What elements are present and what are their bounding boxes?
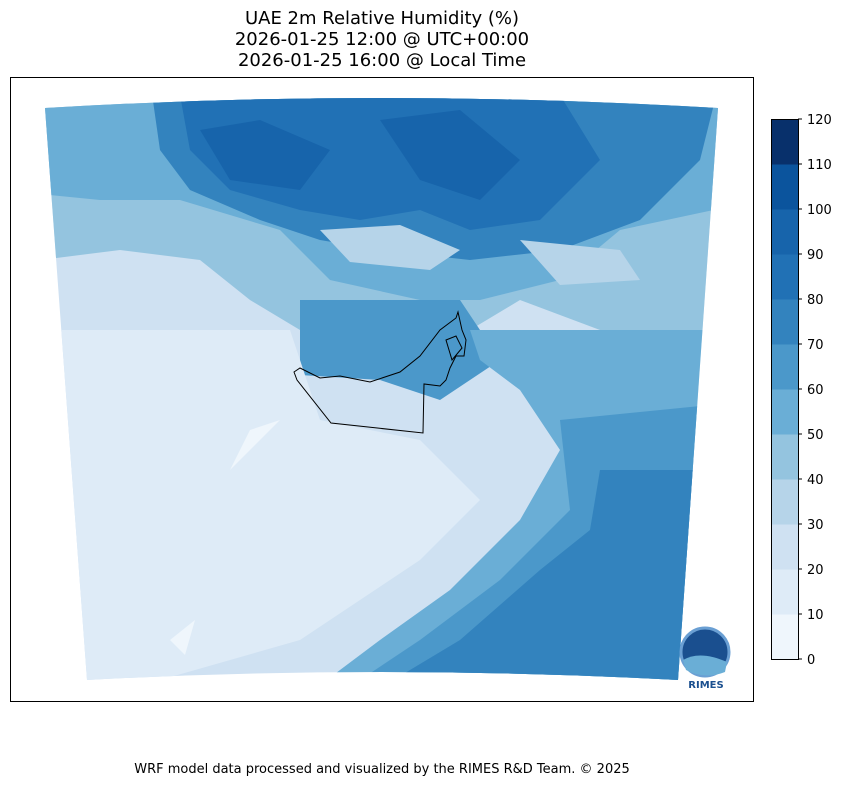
colorbar-bin: [771, 569, 798, 615]
colorbar-bin: [771, 389, 798, 435]
contour-band-60-70-coast: [300, 300, 500, 400]
colorbar-tick-label: 0: [807, 653, 815, 668]
colorbar-tick-label: 30: [807, 518, 824, 533]
colorbar-bin: [771, 479, 798, 525]
colorbar: 0 10 20 30 40 50 60 70 80 90 100 110 120: [771, 113, 832, 668]
colorbar-tick-label: 90: [807, 248, 824, 263]
title-line-2: 2026-01-25 12:00 @ UTC+00:00: [234, 29, 530, 50]
colorbar-bin: [771, 524, 798, 570]
colorbar-bin: [771, 344, 798, 390]
colorbar-tick-label: 40: [807, 473, 824, 488]
logo-text: RIMES: [688, 680, 723, 691]
colorbar-bin: [771, 254, 798, 300]
colorbar-bin: [771, 434, 798, 480]
colorbar-bin: [771, 164, 798, 210]
title-line-3: 2026-01-25 16:00 @ Local Time: [237, 50, 527, 71]
contour-band-90-100: [200, 110, 520, 200]
colorbar-tick-label: 100: [807, 203, 832, 218]
colorbar-bin: [771, 614, 798, 660]
contour-band-0-10: [170, 420, 280, 655]
colorbar-tick-label: 60: [807, 383, 824, 398]
map-title: UAE 2m Relative Humidity (%) 2026-01-25 …: [0, 8, 764, 71]
colorbar-tick-label: 10: [807, 608, 824, 623]
footer-credit: WRF model data processed and visualized …: [134, 762, 630, 777]
colorbar-bin: [771, 209, 798, 255]
colorbar-bin: [771, 119, 798, 165]
contour-band-80-90: [180, 98, 600, 230]
contour-band-70-80-east: [360, 470, 718, 680]
colorbar-tick-label: 80: [807, 293, 824, 308]
rimes-logo: RIMES: [679, 626, 731, 691]
title-line-1: UAE 2m Relative Humidity (%): [244, 8, 520, 29]
uae-border: [293, 310, 467, 434]
humidity-field: [45, 98, 718, 680]
colorbar-bin: [771, 299, 798, 345]
contour-band-10-20: [45, 330, 480, 680]
colorbar-tick-label: 120: [807, 113, 832, 128]
colorbar-tick-label: 50: [807, 428, 824, 443]
colorbar-tick-label: 20: [807, 563, 824, 578]
contour-band-30-40-ne: [520, 240, 640, 285]
contour-band-30-40-north: [320, 225, 460, 270]
colorbar-tick-label: 110: [807, 158, 832, 173]
colorbar-tick-label: 70: [807, 338, 824, 353]
